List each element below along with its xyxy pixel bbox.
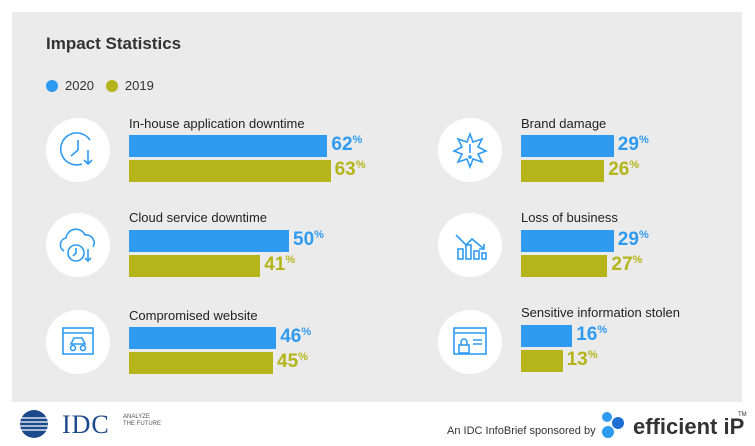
legend-item-2019: 2019 [105, 78, 154, 93]
legend-item-2020: 2020 [46, 78, 94, 93]
data-label-in-house-2019: 63% [334, 159, 366, 180]
data-label-cloud-2019: 41% [264, 254, 296, 275]
sponsor-text: An IDC InfoBrief sponsored by [447, 425, 596, 437]
data-label-compromised-2020: 46% [280, 326, 312, 347]
bar-sensitive-2019 [521, 350, 563, 372]
data-label-cloud-2020: 50% [293, 229, 324, 250]
data-label-sensitive-2019: 13% [566, 349, 598, 370]
legend-label-2019: 2019 [124, 78, 154, 93]
bar-loss-2019 [521, 255, 608, 277]
legend-swatch-2019 [105, 79, 118, 92]
bar-sensitive-2020 [521, 325, 573, 347]
efficientip-logo-icon [602, 412, 624, 438]
data-label-loss-2019: 27% [611, 254, 643, 275]
bar-cloud-2019 [129, 255, 261, 277]
alert-burst-icon [438, 118, 502, 182]
chart-panel [12, 12, 742, 402]
bar-compromised-2020 [129, 327, 277, 349]
bar-compromised-2019 [129, 352, 273, 374]
cloud-clock-icon [46, 213, 110, 277]
idc-logo-text: IDC [62, 410, 110, 439]
data-label-loss-2020: 29% [617, 229, 649, 250]
category-label-brand: Brand damage [521, 116, 607, 131]
chart-title: Impact Statistics [46, 34, 182, 53]
bar-loss-2020 [521, 230, 614, 252]
legend-swatch-2020 [46, 79, 58, 92]
bar-in-house-2019 [129, 160, 331, 182]
data-label-in-house-2020: 62% [331, 134, 363, 155]
idc-tagline: ANALYZE THE FUTURE [123, 414, 161, 427]
data-label-compromised-2019: 45% [277, 351, 308, 372]
clock-down-icon [46, 118, 110, 182]
legend: 2020 2019 [46, 78, 166, 93]
bar-cloud-2020 [129, 230, 289, 252]
category-label-compromised: Compromised website [129, 308, 258, 323]
idc-globe-logo [20, 410, 48, 438]
category-label-cloud: Cloud service downtime [129, 210, 268, 225]
spy-browser-icon [46, 310, 110, 374]
legend-label-2020: 2020 [65, 78, 94, 93]
bar-brand-2020 [521, 135, 614, 157]
data-label-sensitive-2020: 16% [576, 324, 608, 345]
category-label-in-house: In-house application downtime [129, 116, 305, 131]
category-label-sensitive: Sensitive information stolen [521, 305, 680, 320]
bar-in-house-2020 [129, 135, 328, 157]
category-label-loss: Loss of business [521, 210, 618, 225]
data-label-brand-2020: 29% [617, 134, 649, 155]
sponsor-brand: efficient iP [633, 414, 745, 439]
data-label-brand-2019: 26% [608, 159, 640, 180]
sponsor-trademark: TM [738, 412, 747, 418]
declining-chart-icon [438, 213, 502, 277]
bar-brand-2019 [521, 160, 605, 182]
locked-browser-icon [438, 310, 502, 374]
